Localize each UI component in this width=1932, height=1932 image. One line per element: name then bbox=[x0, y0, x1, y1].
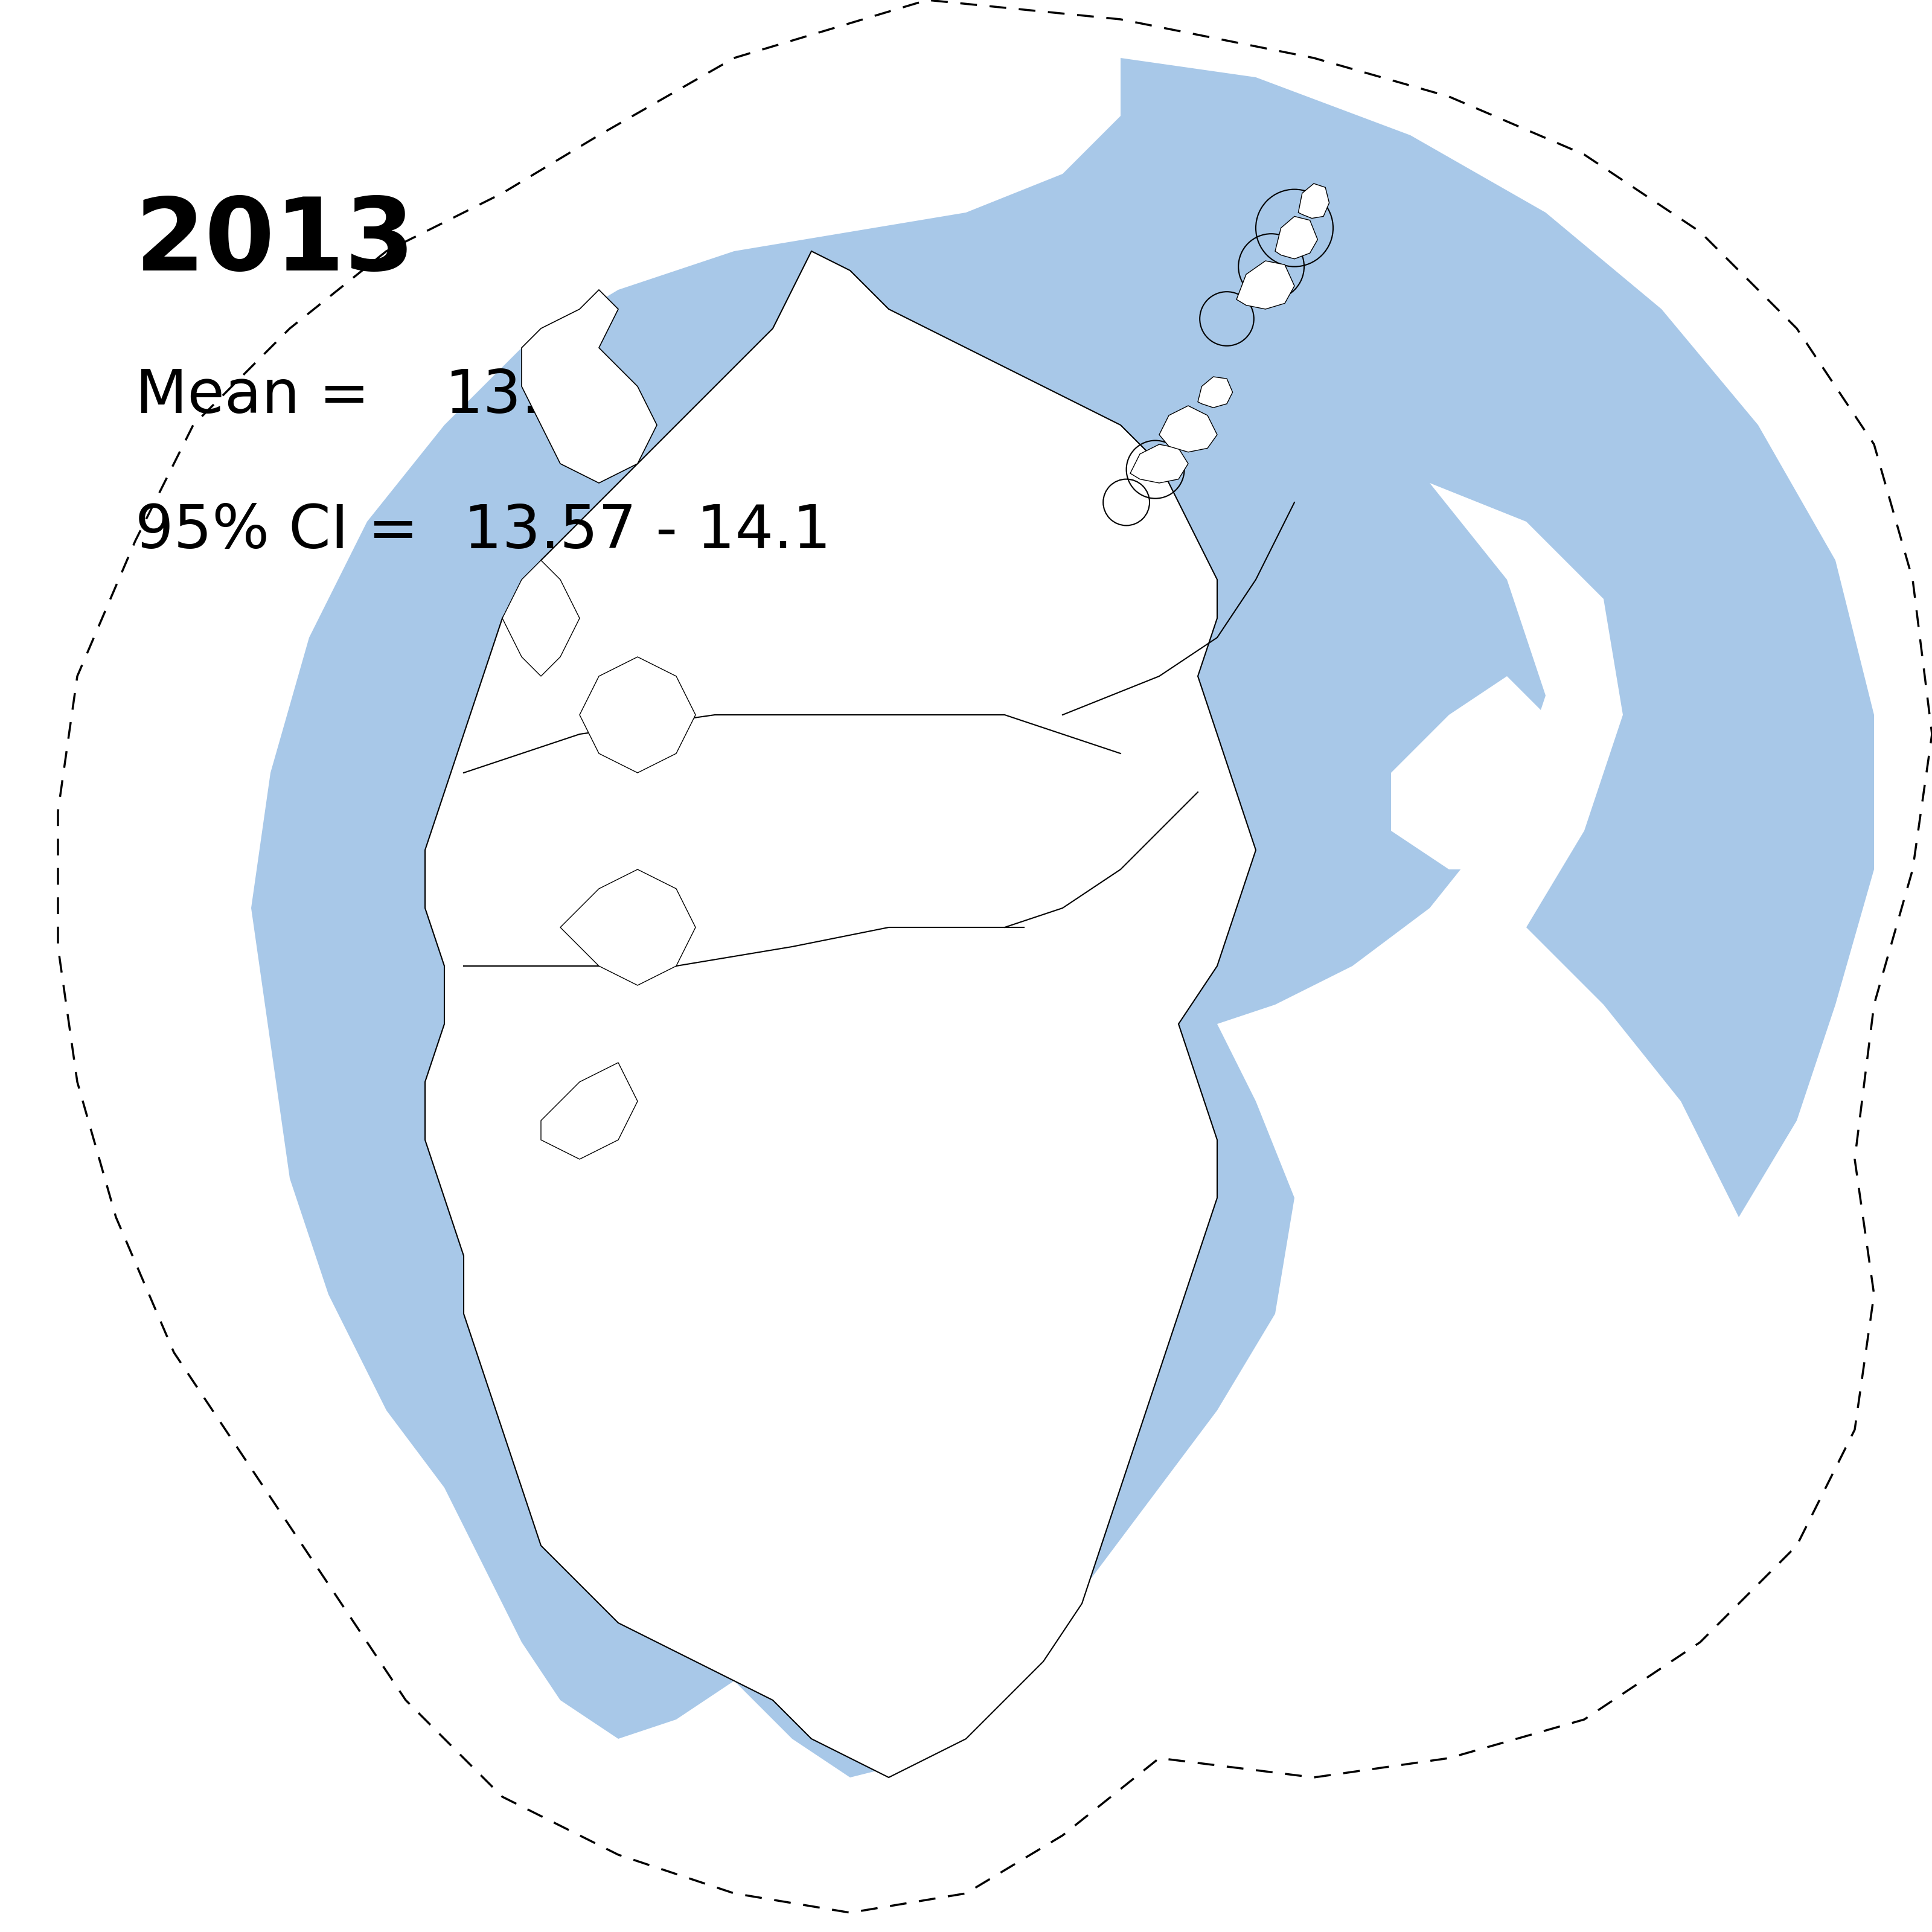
Polygon shape bbox=[425, 251, 1256, 1777]
Text: 95% CI =: 95% CI = bbox=[135, 502, 439, 560]
Polygon shape bbox=[502, 560, 580, 676]
Polygon shape bbox=[560, 869, 696, 985]
Polygon shape bbox=[522, 290, 657, 483]
Polygon shape bbox=[1275, 216, 1318, 259]
Polygon shape bbox=[541, 1063, 638, 1159]
Text: 2013: 2013 bbox=[135, 193, 415, 292]
Polygon shape bbox=[580, 657, 696, 773]
Polygon shape bbox=[1130, 444, 1188, 483]
Polygon shape bbox=[1159, 406, 1217, 452]
Text: 13.57 - 14.1: 13.57 - 14.1 bbox=[464, 502, 831, 560]
Text: Mean =: Mean = bbox=[135, 367, 388, 425]
Polygon shape bbox=[1198, 377, 1233, 408]
Polygon shape bbox=[251, 58, 1874, 1777]
Polygon shape bbox=[1298, 184, 1329, 218]
Polygon shape bbox=[1236, 261, 1294, 309]
Polygon shape bbox=[1391, 676, 1565, 869]
Text: 13.86: 13.86 bbox=[444, 367, 616, 425]
